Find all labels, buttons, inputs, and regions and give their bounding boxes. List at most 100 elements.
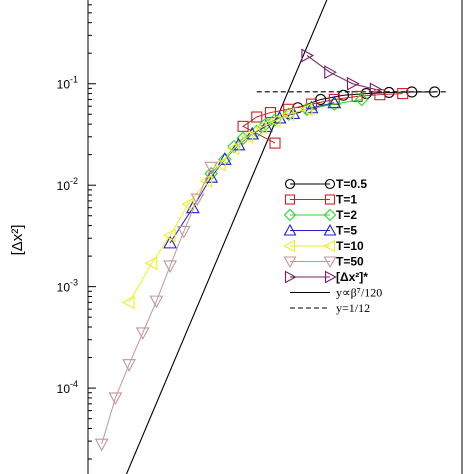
legend-label: T=50 — [336, 255, 364, 269]
legend-entry: [Δx²]* — [284, 270, 368, 284]
data-point — [264, 107, 276, 119]
legend-label: [Δx²]* — [336, 270, 368, 284]
series-0 — [292, 86, 441, 114]
legend-entry: T=1 — [284, 193, 357, 207]
data-point — [406, 86, 418, 98]
legend-label: T=0.5 — [336, 177, 367, 191]
legend-entry: T=0.5 — [284, 177, 367, 191]
data-point — [226, 141, 240, 156]
legend-marker — [323, 223, 337, 236]
legend-entry: y∝β⁷/120 — [290, 286, 382, 300]
data-point — [204, 161, 219, 175]
legend-marker — [284, 270, 297, 284]
data-point — [254, 120, 267, 135]
legend-marker — [323, 208, 337, 222]
legend-marker — [324, 178, 336, 190]
series-6 — [301, 48, 383, 97]
data-point — [185, 200, 200, 214]
legend-label: T=1 — [336, 193, 357, 207]
data-point — [163, 260, 178, 274]
y-tick-label: 10 — [57, 281, 71, 295]
data-point — [397, 88, 409, 100]
data-point — [324, 65, 337, 80]
solid-reference-line — [125, 0, 328, 474]
series-5 — [94, 161, 219, 452]
legend-entry: y=1/12 — [290, 301, 370, 315]
legend-entry: T=5 — [283, 223, 357, 238]
data-point — [135, 327, 150, 341]
data-point — [251, 111, 263, 123]
data-point — [176, 225, 191, 239]
legend-marker — [283, 208, 297, 222]
data-point — [354, 92, 369, 107]
plot-area: 10-110-210-310-4 — [57, 0, 463, 474]
reference-lines — [125, 0, 449, 474]
series-line — [101, 167, 212, 445]
legend-entry: T=50 — [283, 255, 364, 269]
legend: T=0.5 T=1T=2 T=5T=10 T=50[Δx²]* y∝β⁷/120y=1/… — [283, 177, 382, 315]
y-tick-exponent: -2 — [70, 176, 78, 186]
y-tick-label: 10 — [57, 179, 71, 193]
series-4 — [121, 102, 313, 310]
data-point — [144, 256, 158, 271]
data-point — [429, 86, 441, 98]
data-point — [190, 193, 205, 207]
data-point — [383, 86, 395, 99]
series-line — [128, 108, 308, 303]
data-point — [300, 102, 314, 117]
y-axis: 10-110-210-310-4 — [57, 4, 96, 460]
series-line — [169, 102, 335, 244]
legend-marker — [283, 223, 297, 236]
series-line — [306, 55, 376, 90]
data-point — [240, 129, 254, 144]
data-point — [299, 102, 313, 117]
legend-label: y=1/12 — [336, 301, 370, 315]
legend-marker — [283, 256, 297, 269]
legend-label: T=5 — [336, 224, 357, 238]
y-axis-label: [Δx²] — [9, 225, 26, 256]
data-point — [94, 438, 109, 452]
legend-label: y∝β⁷/120 — [336, 286, 382, 300]
legend-label: T=10 — [336, 239, 364, 253]
data-point — [162, 228, 176, 243]
y-tick-label: 10 — [57, 382, 71, 396]
y-tick-exponent: -1 — [70, 75, 78, 85]
legend-entry: T=2 — [283, 208, 357, 222]
data-point — [327, 95, 342, 109]
data-point — [369, 82, 383, 97]
legend-marker — [323, 256, 337, 269]
data-point — [346, 76, 360, 91]
data-point — [301, 48, 315, 63]
plot-frame — [87, 0, 463, 474]
data-point — [181, 197, 194, 212]
legend-marker — [324, 270, 337, 284]
y-tick-label: 10 — [57, 78, 71, 92]
data-point — [108, 392, 123, 406]
data-point — [327, 97, 342, 111]
legend-marker — [284, 194, 296, 205]
legend-marker — [323, 239, 336, 253]
y-tick-exponent: -3 — [70, 278, 78, 288]
data-point — [281, 107, 296, 122]
data-point — [337, 89, 349, 101]
data-point — [121, 295, 135, 310]
series-line — [242, 93, 403, 144]
data-point — [267, 113, 281, 128]
data-point — [122, 359, 136, 372]
data-point — [281, 107, 295, 122]
series-layer — [94, 48, 441, 452]
series-2 — [204, 92, 369, 181]
series-line — [297, 91, 435, 109]
legend-marker — [324, 194, 336, 205]
data-point — [213, 157, 226, 172]
data-point — [163, 235, 178, 249]
legend-entry: T=10 — [283, 239, 364, 253]
legend-label: T=2 — [336, 208, 357, 222]
data-point — [149, 295, 164, 309]
legend-marker — [284, 178, 296, 190]
data-point — [237, 120, 249, 132]
series-1 — [237, 88, 409, 149]
legend-marker — [283, 239, 296, 253]
y-tick-exponent: -4 — [70, 379, 78, 389]
